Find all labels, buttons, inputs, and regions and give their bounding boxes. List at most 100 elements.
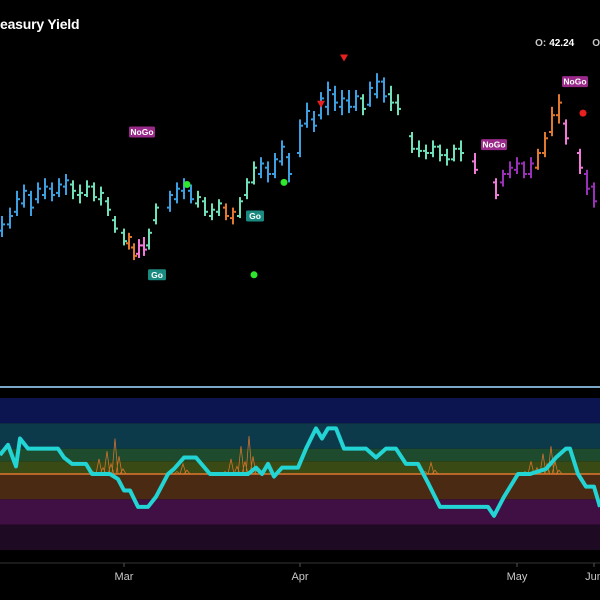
price-bar[interactable] (388, 85, 394, 111)
price-bar[interactable] (251, 161, 257, 185)
price-bar[interactable] (409, 132, 415, 153)
price-bar[interactable] (591, 182, 597, 208)
price-bar[interactable] (458, 140, 464, 162)
momentum-spikes[interactable] (89, 435, 563, 475)
price-bar[interactable] (577, 148, 583, 174)
price-bar[interactable] (153, 203, 159, 225)
price-bar[interactable] (70, 180, 76, 200)
price-bar[interactable] (423, 144, 429, 160)
price-bar[interactable] (121, 228, 127, 246)
price-bar[interactable] (244, 178, 250, 200)
nogo-signal-label[interactable]: NoGo (129, 126, 155, 138)
time-axis-label[interactable]: May (507, 571, 528, 583)
time-axis-label[interactable]: Apr (291, 571, 308, 583)
price-bar[interactable] (146, 228, 152, 250)
price-bar[interactable] (35, 182, 41, 204)
price-bar[interactable] (437, 144, 443, 162)
price-bar[interactable] (353, 90, 359, 111)
price-bar[interactable] (444, 148, 450, 166)
price-bar[interactable] (84, 180, 90, 198)
signal-dot[interactable] (183, 181, 191, 188)
price-bar[interactable] (493, 178, 499, 200)
price-pane[interactable]: NoGo Go Go NoGo NoGo (0, 54, 597, 281)
price-bar[interactable] (223, 203, 229, 221)
time-axis-label[interactable]: Mar (115, 571, 134, 583)
time-axis[interactable]: Mar Apr May Jun (115, 563, 600, 583)
price-bar[interactable] (202, 197, 208, 216)
price-bar[interactable] (311, 111, 317, 132)
price-bar[interactable] (105, 197, 111, 216)
price-bar[interactable] (174, 182, 180, 204)
price-bar[interactable] (542, 132, 548, 158)
price-bar[interactable] (584, 169, 590, 195)
price-bar[interactable] (14, 190, 20, 216)
price-bar[interactable] (98, 186, 104, 206)
signal-label-text: Go (151, 270, 163, 280)
nogo-signal-label[interactable]: NoGo (562, 76, 588, 88)
price-bar[interactable] (77, 184, 83, 204)
time-axis-label[interactable]: Jun (585, 571, 600, 583)
price-bar[interactable] (195, 190, 201, 208)
signal-dot[interactable] (579, 109, 587, 117)
price-bar[interactable] (91, 182, 97, 202)
price-bar[interactable] (216, 199, 222, 216)
nogo-signal-label[interactable]: NoGo (481, 139, 507, 151)
price-bar[interactable] (258, 157, 264, 179)
price-bar[interactable] (230, 207, 236, 225)
price-bar[interactable] (209, 203, 215, 221)
price-bar[interactable] (112, 216, 118, 233)
price-bar[interactable] (507, 161, 513, 179)
price-bar[interactable] (325, 81, 331, 116)
price-bar[interactable] (535, 148, 541, 170)
ohlc-readout: O: 42.24 O (535, 38, 600, 49)
price-bar[interactable] (500, 169, 506, 187)
price-bar[interactable] (7, 207, 13, 229)
price-bar[interactable] (279, 140, 285, 166)
price-bar[interactable] (28, 190, 34, 216)
price-bar[interactable] (514, 157, 520, 174)
price-bar[interactable] (339, 90, 345, 116)
price-bar[interactable] (416, 140, 422, 158)
price-bar[interactable] (346, 90, 352, 114)
price-bar[interactable] (297, 119, 303, 158)
price-bar[interactable] (332, 85, 338, 111)
price-bar[interactable] (521, 161, 527, 179)
signal-dot[interactable] (250, 271, 258, 279)
go-signal-label[interactable]: Go (246, 210, 264, 222)
price-bar[interactable] (188, 184, 194, 204)
price-bar[interactable] (528, 157, 534, 179)
signal-dot[interactable] (280, 178, 288, 186)
price-bar[interactable] (556, 94, 562, 124)
price-bar[interactable] (374, 73, 380, 99)
price-bar[interactable] (451, 144, 457, 162)
sell-triangle-marker[interactable] (317, 100, 325, 108)
price-bar[interactable] (42, 178, 48, 200)
price-bar[interactable] (360, 94, 366, 116)
price-bar[interactable] (49, 182, 55, 202)
price-bar[interactable] (367, 81, 373, 107)
price-bar[interactable] (549, 106, 555, 137)
oscillator-line[interactable] (0, 426, 600, 518)
price-bar[interactable] (0, 216, 5, 237)
price-bar[interactable] (304, 102, 310, 128)
price-bar[interactable] (272, 153, 278, 179)
price-bar[interactable] (381, 77, 387, 103)
price-bar[interactable] (21, 184, 27, 208)
sell-triangle-marker[interactable] (340, 54, 348, 62)
price-bar[interactable] (395, 94, 401, 116)
price-bar[interactable] (131, 243, 137, 261)
price-bar[interactable] (126, 232, 132, 250)
price-bar[interactable] (63, 174, 69, 195)
price-bar[interactable] (141, 237, 147, 256)
price-bar[interactable] (265, 161, 271, 183)
price-bar[interactable] (167, 190, 173, 212)
price-bar[interactable] (472, 153, 478, 174)
price-bar[interactable] (563, 119, 569, 145)
price-bar[interactable] (430, 140, 436, 158)
price-bar[interactable] (286, 153, 292, 183)
price-bar[interactable] (237, 197, 243, 219)
price-bar[interactable] (56, 178, 62, 198)
go-signal-label[interactable]: Go (148, 269, 166, 281)
oscillator-pane[interactable] (0, 398, 600, 550)
